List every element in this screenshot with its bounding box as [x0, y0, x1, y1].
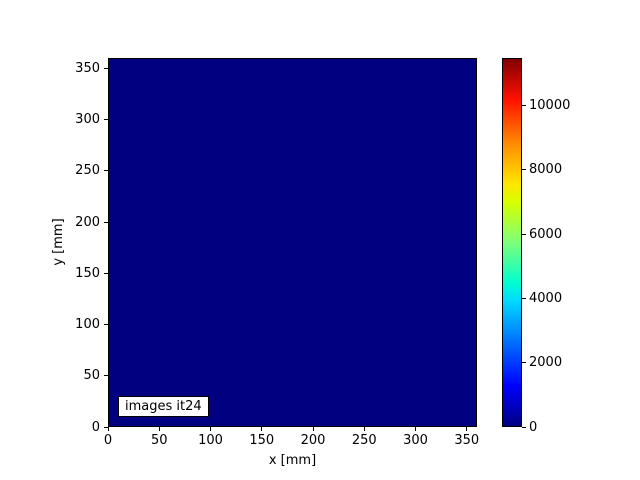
y-tick-mark: [104, 324, 108, 325]
colorbar-tick-label: 8000: [529, 162, 563, 178]
y-tick-label: 350: [75, 60, 100, 76]
x-tick-label: 150: [249, 433, 275, 448]
colorbar-tick-label: 4000: [529, 290, 563, 306]
y-tick-label: 150: [75, 265, 100, 281]
colorbar-tick-label: 2000: [529, 355, 563, 371]
colorbar-tick-mark: [522, 426, 526, 428]
plot-area: [108, 58, 477, 427]
colorbar-tick-mark: [522, 297, 526, 299]
x-tick-mark: [261, 427, 263, 431]
x-tick-label: 100: [198, 433, 223, 448]
y-tick-label: 250: [75, 163, 100, 179]
colorbar-tick-mark: [522, 362, 526, 364]
annotation-label: images it24: [118, 396, 209, 417]
x-tick-mark: [210, 427, 211, 431]
x-tick-mark: [158, 427, 160, 431]
y-tick-mark: [104, 221, 108, 223]
x-tick-label: 0: [103, 433, 113, 448]
y-tick-mark: [104, 426, 108, 428]
y-tick-label: 50: [83, 368, 100, 384]
x-tick-mark: [466, 427, 468, 431]
x-tick-mark: [107, 427, 109, 431]
colorbar-tick-mark: [522, 233, 526, 235]
colorbar-tick-mark: [522, 105, 526, 107]
x-tick-label: 250: [351, 433, 377, 448]
x-tick-label: 200: [300, 433, 326, 448]
x-tick-label: 300: [403, 433, 428, 448]
y-tick-mark: [104, 119, 108, 120]
y-tick-mark: [104, 67, 108, 69]
colorbar: [502, 58, 522, 427]
y-tick-label: 100: [75, 317, 100, 332]
y-tick-mark: [104, 375, 108, 377]
colorbar-tick-label: 10000: [529, 98, 571, 114]
x-tick-label: 350: [454, 433, 480, 448]
x-tick-mark: [415, 427, 416, 431]
y-tick-label: 300: [75, 112, 100, 127]
y-tick-mark: [104, 272, 108, 274]
colorbar-tick-label: 0: [529, 419, 538, 435]
x-tick-mark: [312, 427, 314, 431]
x-tick-mark: [363, 427, 365, 431]
x-axis-label: x [mm]: [268, 453, 317, 468]
y-tick-label: 0: [91, 419, 100, 435]
y-tick-mark: [104, 170, 108, 172]
colorbar-tick-label: 6000: [529, 226, 563, 242]
x-tick-label: 50: [150, 433, 168, 448]
y-tick-label: 200: [75, 214, 100, 230]
colorbar-tick-mark: [522, 169, 526, 171]
